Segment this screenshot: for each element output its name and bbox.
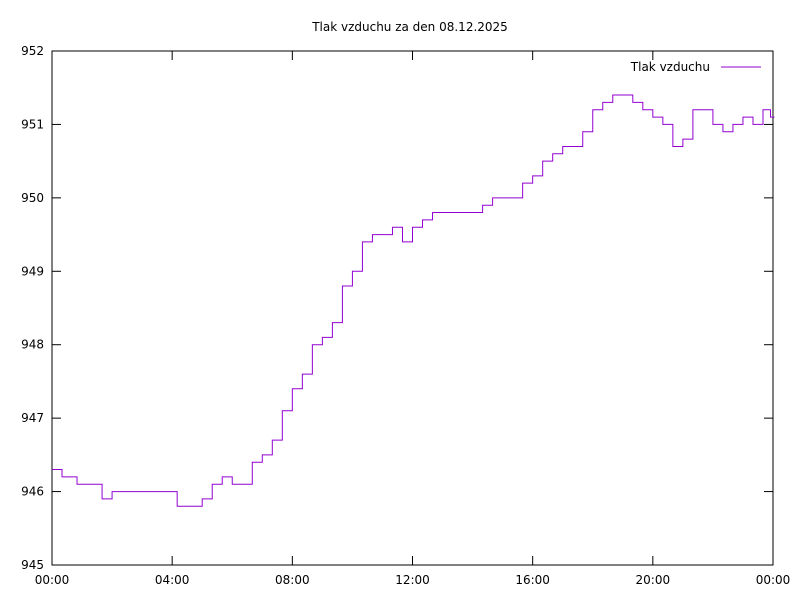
legend-label: Tlak vzduchu: [630, 60, 710, 74]
x-tick-label: 20:00: [636, 573, 671, 587]
y-tick-label: 948: [21, 338, 44, 352]
x-tick-label: 08:00: [275, 573, 310, 587]
chart-title: Tlak vzduchu za den 08.12.2025: [311, 20, 508, 34]
x-tick-label: 12:00: [395, 573, 430, 587]
y-tick-label: 950: [21, 191, 44, 205]
x-tick-label: 00:00: [756, 573, 791, 587]
y-tick-label: 949: [21, 264, 44, 278]
legend: Tlak vzduchu: [630, 60, 761, 74]
y-tick-label: 945: [21, 558, 44, 572]
y-tick-label: 947: [21, 411, 44, 425]
x-tick-label: 04:00: [155, 573, 190, 587]
series-line: [52, 95, 774, 506]
x-tick-label: 16:00: [515, 573, 550, 587]
x-tick-label: 00:00: [35, 573, 70, 587]
y-tick-label: 951: [21, 117, 44, 131]
y-tick-label: 952: [21, 44, 44, 58]
y-tick-label: 946: [21, 485, 44, 499]
plot-frame: [52, 51, 773, 565]
